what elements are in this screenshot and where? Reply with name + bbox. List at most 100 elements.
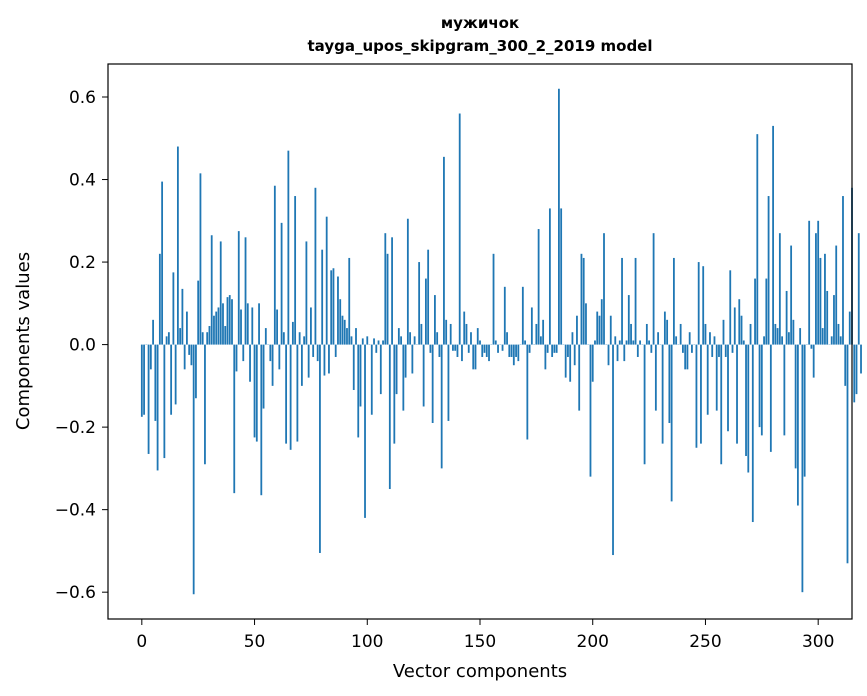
bar-286 [785, 290, 788, 345]
bar-213 [621, 257, 623, 345]
bar-32 [213, 315, 215, 345]
bar-39 [228, 295, 231, 345]
bar-28 [204, 344, 206, 465]
bar-69 [296, 344, 299, 442]
bar-132 [438, 344, 441, 357]
bar-271 [751, 344, 754, 523]
bar-200 [591, 344, 594, 382]
bar-83 [328, 344, 330, 374]
bar-259 [724, 344, 727, 357]
bar-281 [774, 323, 777, 345]
bar-207 [607, 344, 610, 366]
bar-141 [458, 113, 461, 345]
bar-171 [526, 344, 529, 440]
bar-235 [670, 344, 673, 502]
bar-65 [287, 150, 290, 345]
bar-143 [463, 311, 466, 345]
bar-280 [772, 125, 774, 345]
bar-129 [431, 344, 434, 423]
bar-225 [648, 340, 650, 345]
y-tick-label-0: −0.6 [55, 583, 96, 603]
bar-16 [176, 146, 179, 345]
bar-13 [170, 344, 173, 415]
bar-265 [738, 299, 741, 345]
bar-67 [291, 321, 294, 345]
bar-139 [454, 344, 457, 351]
bar-50 [253, 344, 256, 438]
bar-251 [706, 344, 709, 415]
bar-6 [154, 344, 157, 421]
bar-147 [472, 344, 475, 370]
bar-181 [548, 208, 551, 345]
bar-311 [842, 196, 844, 345]
bar-117 [404, 344, 407, 378]
bar-0 [140, 344, 143, 417]
bar-149 [476, 328, 479, 345]
bar-310 [839, 336, 842, 345]
bar-233 [666, 319, 669, 345]
bar-146 [470, 332, 472, 345]
bar-144 [465, 323, 468, 345]
bar-46 [244, 237, 247, 345]
bar-289 [792, 319, 795, 345]
bar-264 [736, 344, 738, 444]
bar-179 [544, 344, 547, 370]
bar-108 [384, 233, 387, 345]
bar-234 [668, 344, 671, 423]
bar-170 [524, 340, 526, 345]
chart-subtitle: tayga_upos_skipgram_300_2_2019 model [308, 37, 653, 55]
bar-128 [429, 344, 432, 353]
bar-57 [269, 344, 272, 362]
bar-257 [720, 344, 723, 465]
bar-19 [183, 344, 186, 370]
bar-220 [636, 344, 639, 357]
y-tick-label-1: −0.4 [55, 501, 96, 521]
bar-246 [695, 344, 698, 448]
bar-204 [600, 299, 603, 345]
bar-38 [226, 297, 229, 345]
bar-162 [506, 332, 508, 345]
bar-160 [501, 344, 504, 351]
bar-229 [657, 332, 660, 345]
bar-217 [630, 323, 632, 345]
bar-77 [314, 187, 317, 345]
bar-211 [616, 344, 619, 362]
bar-3 [147, 344, 150, 454]
bar-1 [143, 344, 145, 415]
bar-150 [479, 340, 481, 345]
bar-185 [558, 88, 560, 345]
bar-256 [718, 344, 720, 357]
bar-93 [350, 336, 353, 345]
bar-209 [612, 344, 614, 556]
bar-123 [418, 262, 421, 345]
bar-260 [727, 344, 729, 432]
bar-221 [639, 340, 641, 345]
bar-106 [379, 344, 382, 395]
bar-134 [443, 156, 445, 345]
bar-164 [510, 344, 513, 357]
bar-193 [576, 315, 578, 345]
bar-58 [271, 344, 274, 386]
bar-68 [294, 196, 297, 345]
x-tick-label-4: 200 [577, 632, 609, 652]
bar-102 [370, 344, 373, 415]
bar-278 [767, 196, 770, 345]
bar-86 [334, 344, 337, 357]
bar-78 [316, 344, 319, 362]
bar-135 [445, 319, 448, 345]
bar-90 [343, 319, 346, 345]
bar-214 [623, 344, 626, 362]
bar-37 [224, 326, 227, 345]
bar-301 [819, 257, 822, 345]
bar-285 [783, 344, 786, 436]
bar-172 [528, 344, 531, 353]
bar-313 [846, 344, 849, 564]
bar-73 [305, 241, 308, 345]
bar-33 [215, 311, 218, 345]
bar-79 [319, 344, 321, 553]
bar-94 [352, 344, 355, 390]
bar-72 [303, 336, 306, 345]
bar-309 [837, 323, 840, 345]
bar-300 [817, 220, 820, 345]
bar-36 [222, 303, 224, 345]
